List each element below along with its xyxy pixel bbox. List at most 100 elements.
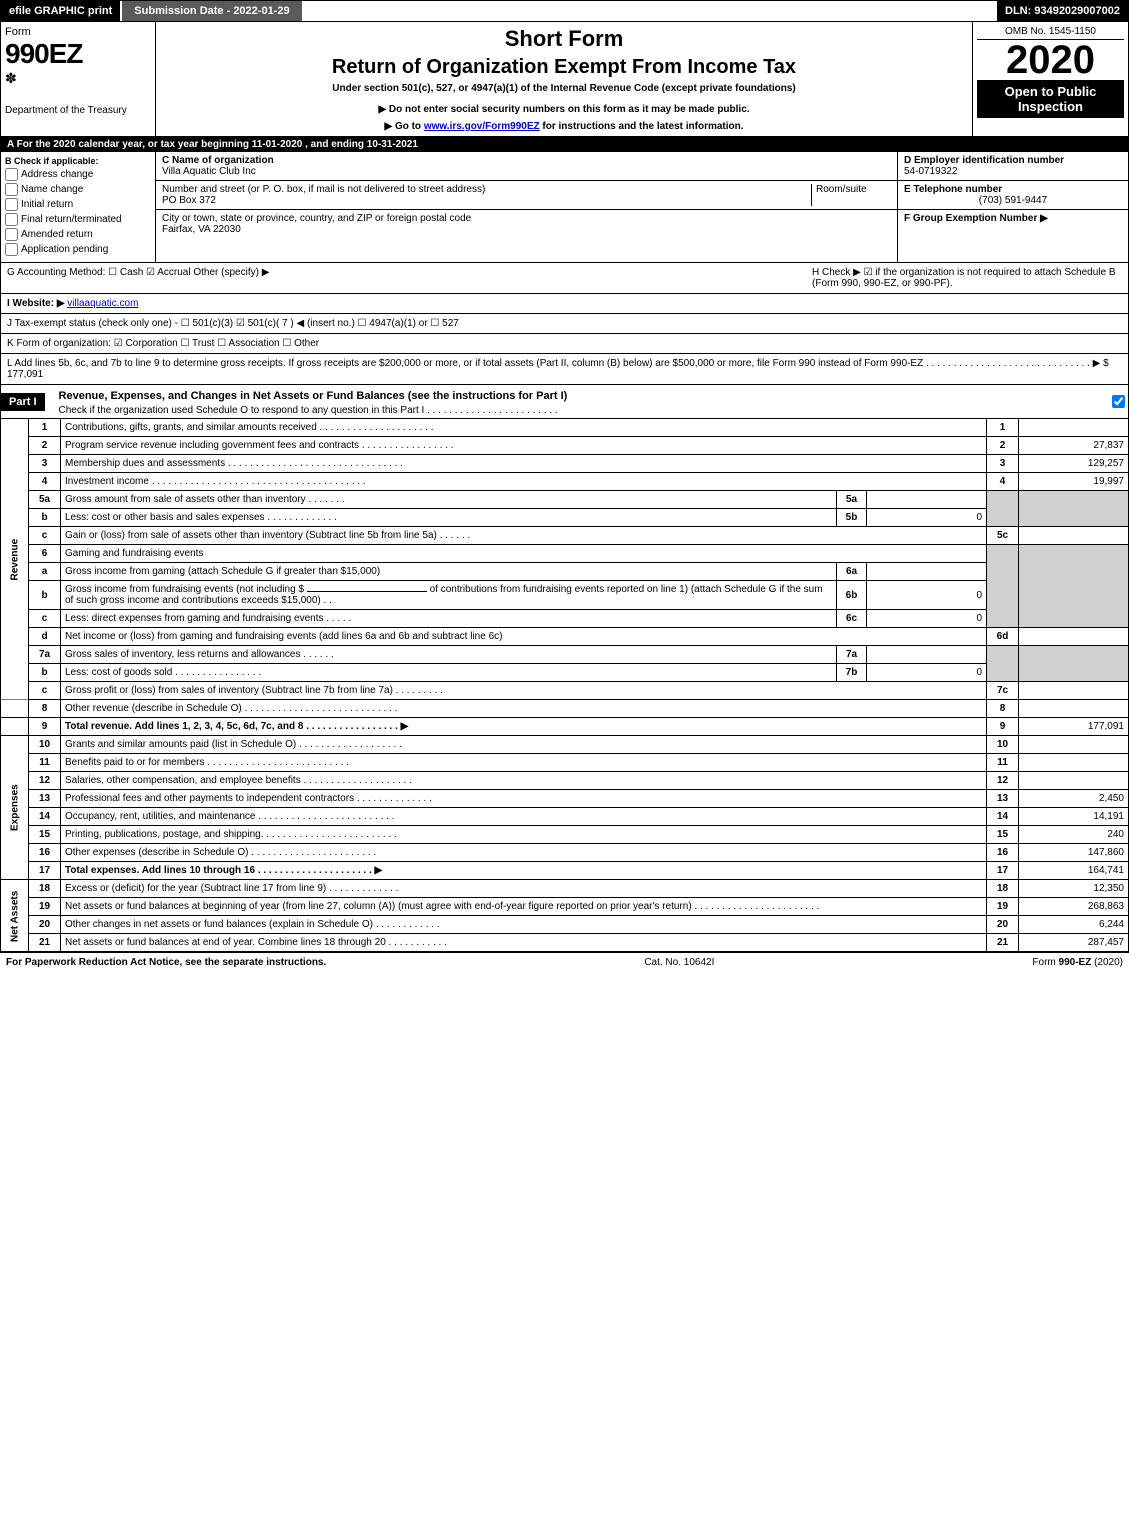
line-10-box: 10 xyxy=(987,736,1019,754)
part-1-table: Revenue 1 Contributions, gifts, grants, … xyxy=(0,419,1129,952)
line-6a-subnum: 6a xyxy=(837,563,867,581)
line-7b-subnum: 7b xyxy=(837,664,867,682)
line-21-num: 21 xyxy=(29,934,61,952)
line-7c-box: 7c xyxy=(987,682,1019,700)
schedule-b-check: H Check ▶ ☑ if the organization is not r… xyxy=(812,267,1122,289)
line-4-box: 4 xyxy=(987,473,1019,491)
line-15-num: 15 xyxy=(29,826,61,844)
row-l-gross-receipts: L Add lines 5b, 6c, and 7b to line 9 to … xyxy=(0,354,1129,385)
line-8-num: 8 xyxy=(29,700,61,718)
line-5b-desc: Less: cost or other basis and sales expe… xyxy=(61,509,837,527)
line-6c-num: c xyxy=(29,610,61,628)
line-10-val xyxy=(1019,736,1129,754)
ein-value: 54-0719322 xyxy=(904,166,1122,177)
line-1-desc: Contributions, gifts, grants, and simila… xyxy=(61,419,987,437)
org-name: Villa Aquatic Club Inc xyxy=(162,166,891,177)
page-footer: For Paperwork Reduction Act Notice, see … xyxy=(0,952,1129,972)
line-19-box: 19 xyxy=(987,898,1019,916)
line-6a-num: a xyxy=(29,563,61,581)
line-20-box: 20 xyxy=(987,916,1019,934)
line-12-desc: Salaries, other compensation, and employ… xyxy=(61,772,987,790)
top-bar: efile GRAPHIC print Submission Date - 20… xyxy=(0,0,1129,22)
line-7b-num: b xyxy=(29,664,61,682)
open-to-public: Open to Public Inspection xyxy=(977,80,1124,118)
line-14-num: 14 xyxy=(29,808,61,826)
line-6d-desc: Net income or (loss) from gaming and fun… xyxy=(61,628,987,646)
line-14-val: 14,191 xyxy=(1019,808,1129,826)
line-18-val: 12,350 xyxy=(1019,880,1129,898)
line-15-val: 240 xyxy=(1019,826,1129,844)
chk-final-return[interactable]: Final return/terminated xyxy=(5,213,151,226)
line-5c-val xyxy=(1019,527,1129,545)
line-5b-subval: 0 xyxy=(867,509,987,527)
line-3-desc: Membership dues and assessments . . . . … xyxy=(61,455,987,473)
line-5a-desc: Gross amount from sale of assets other t… xyxy=(61,491,837,509)
line-18-desc: Excess or (deficit) for the year (Subtra… xyxy=(61,880,987,898)
net-assets-side-label: Net Assets xyxy=(1,880,29,952)
chk-name-change[interactable]: Name change xyxy=(5,183,151,196)
line-6b-num: b xyxy=(29,581,61,610)
room-suite-label: Room/suite xyxy=(811,184,891,206)
line-7a-subval xyxy=(867,646,987,664)
line-16-num: 16 xyxy=(29,844,61,862)
line-6d-val xyxy=(1019,628,1129,646)
addr-label: Number and street (or P. O. box, if mail… xyxy=(162,184,485,195)
gray-cell-6 xyxy=(987,545,1019,628)
line-17-desc: Total expenses. Add lines 10 through 16 … xyxy=(61,862,987,880)
line-10-desc: Grants and similar amounts paid (list in… xyxy=(61,736,987,754)
main-title: Return of Organization Exempt From Incom… xyxy=(160,56,968,79)
line-9-val: 177,091 xyxy=(1019,718,1129,736)
dept-treasury: Department of the Treasury xyxy=(5,105,151,116)
line-7a-num: 7a xyxy=(29,646,61,664)
line-14-box: 14 xyxy=(987,808,1019,826)
line-8-box: 8 xyxy=(987,700,1019,718)
chk-application-pending[interactable]: Application pending xyxy=(5,243,151,256)
line-6b-subnum: 6b xyxy=(837,581,867,610)
line-4-num: 4 xyxy=(29,473,61,491)
part-1-schedule-o-checkbox[interactable] xyxy=(1112,395,1125,408)
website-link[interactable]: villaaquatic.com xyxy=(67,298,138,309)
line-5a-num: 5a xyxy=(29,491,61,509)
line-11-val xyxy=(1019,754,1129,772)
line-12-box: 12 xyxy=(987,772,1019,790)
line-16-desc: Other expenses (describe in Schedule O) … xyxy=(61,844,987,862)
part-1-header-row: Part I Revenue, Expenses, and Changes in… xyxy=(0,385,1129,419)
line-21-val: 287,457 xyxy=(1019,934,1129,952)
instructions-link-text: ▶ Go to www.irs.gov/Form990EZ for instru… xyxy=(160,121,968,132)
line-20-desc: Other changes in net assets or fund bala… xyxy=(61,916,987,934)
gray-val-6 xyxy=(1019,545,1129,628)
ein-label: D Employer identification number xyxy=(904,155,1122,166)
warning-ssn: ▶ Do not enter social security numbers o… xyxy=(160,104,968,115)
chk-initial-return[interactable]: Initial return xyxy=(5,198,151,211)
line-7c-val xyxy=(1019,682,1129,700)
line-3-box: 3 xyxy=(987,455,1019,473)
line-19-desc: Net assets or fund balances at beginning… xyxy=(61,898,987,916)
line-13-val: 2,450 xyxy=(1019,790,1129,808)
line-17-val: 164,741 xyxy=(1019,862,1129,880)
line-19-num: 19 xyxy=(29,898,61,916)
gray-val-5 xyxy=(1019,491,1129,527)
website-label: I Website: ▶ xyxy=(7,298,65,309)
efile-print-label[interactable]: efile GRAPHIC print xyxy=(1,1,120,21)
line-4-desc: Investment income . . . . . . . . . . . … xyxy=(61,473,987,491)
paperwork-notice: For Paperwork Reduction Act Notice, see … xyxy=(6,957,326,968)
line-6a-desc: Gross income from gaming (attach Schedul… xyxy=(61,563,837,581)
dln-label: DLN: 93492029007002 xyxy=(997,1,1128,21)
phone-label: E Telephone number xyxy=(904,184,1122,195)
line-20-num: 20 xyxy=(29,916,61,934)
phone-value: (703) 591-9447 xyxy=(904,195,1122,206)
irs-link[interactable]: www.irs.gov/Form990EZ xyxy=(424,121,540,132)
line-6d-box: 6d xyxy=(987,628,1019,646)
line-5b-num: b xyxy=(29,509,61,527)
row-k-form-org: K Form of organization: ☑ Corporation ☐ … xyxy=(0,334,1129,354)
line-21-box: 21 xyxy=(987,934,1019,952)
chk-amended-return[interactable]: Amended return xyxy=(5,228,151,241)
cat-number: Cat. No. 10642I xyxy=(644,957,714,968)
form-header: Form 990EZ ✽ Department of the Treasury … xyxy=(0,22,1129,137)
revenue-side-label: Revenue xyxy=(1,419,29,700)
chk-address-change[interactable]: Address change xyxy=(5,168,151,181)
form-label: Form xyxy=(5,26,151,38)
section-b-checkboxes: B Check if applicable: Address change Na… xyxy=(1,152,156,262)
line-6d-num: d xyxy=(29,628,61,646)
line-7b-subval: 0 xyxy=(867,664,987,682)
